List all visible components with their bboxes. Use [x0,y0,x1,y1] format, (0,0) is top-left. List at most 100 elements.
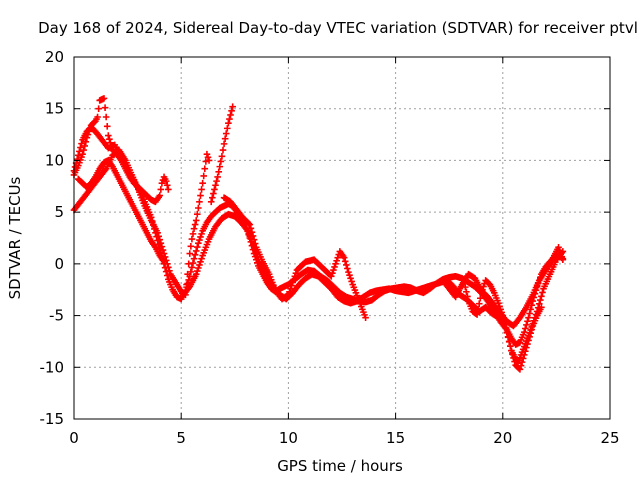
data-point [522,325,529,332]
data-point [208,194,216,201]
data-point [528,326,536,333]
data-point [474,305,482,313]
data-point [165,186,172,193]
data-point [499,312,507,319]
data-point [160,258,168,266]
data-point [538,303,545,311]
data-point [162,177,170,185]
data-point [348,278,355,285]
series-track-c [70,95,172,206]
data-point [162,268,170,275]
data-point [101,166,109,174]
data-point [287,285,294,292]
data-point [220,140,228,148]
series-track-b [70,146,567,367]
data-point [186,250,194,257]
data-point [215,168,223,176]
series-track-e [182,150,213,299]
data-point [196,236,203,244]
data-point [292,269,300,277]
data-point [503,328,511,336]
data-point [157,186,165,193]
data-point [526,310,533,317]
data-point [539,289,546,296]
data-point [516,366,524,373]
data-point [200,172,208,180]
data-point [222,130,230,137]
data-point [207,198,215,206]
data-point [193,243,201,251]
data-point [106,135,113,143]
data-point [101,104,109,111]
data-point [155,232,162,240]
data-point [221,135,229,143]
data-point [102,113,110,121]
data-point [464,293,471,300]
grid [74,57,610,419]
data-point [190,255,198,262]
data-point [227,111,234,119]
data-point [522,347,529,355]
data-point [94,113,101,121]
data-point [197,258,204,266]
data-point [214,173,221,181]
data-point [507,342,514,350]
data-point [346,271,353,279]
data-point [473,311,481,318]
data-point [198,255,205,262]
x-axis-title: GPS time / hours [277,457,403,475]
data-point [196,261,203,269]
data-point [189,230,197,238]
data-point [229,103,236,110]
data-point [327,272,335,280]
series-track-f [207,103,236,206]
data-point [501,320,509,328]
x-tick-label: 0 [69,429,79,447]
data-point [205,157,213,164]
data-point [219,146,227,154]
data-point [538,292,545,300]
y-tick-label: -10 [40,358,65,376]
y-axis-title: SDTVAR / TECUs [6,176,24,299]
data-point [525,337,532,344]
x-tick-label: 10 [279,429,298,447]
data-point [85,128,93,135]
data-point [228,107,235,115]
data-point [245,220,253,227]
data-point [556,247,563,254]
data-point [225,119,232,127]
data-point [192,270,200,278]
y-tick-label: 15 [45,100,64,118]
data-point [347,275,354,282]
data-point [332,260,339,268]
data-point [558,253,566,260]
data-point [223,125,231,132]
data-point [333,257,340,265]
series-track-d [74,157,168,266]
data-point [247,225,255,232]
data-point [218,152,226,160]
data-point [341,257,349,265]
data-point [500,316,508,324]
data-point [198,186,205,193]
data-point [246,221,254,228]
data-point [251,240,259,247]
data-point [166,267,173,275]
data-point [188,264,196,271]
data-point [204,154,212,161]
data-point [342,261,350,269]
data-point [211,186,218,193]
data-point [108,143,115,150]
data-point [159,246,167,254]
data-point [285,291,292,299]
data-point [107,139,114,147]
data-point [82,138,90,146]
data-point [86,125,94,132]
data-point [103,122,111,130]
y-tick-label: 5 [54,203,64,221]
y-tick-label: -15 [40,410,65,428]
data-point [524,340,531,348]
x-tick-label: 5 [176,429,186,447]
data-point [329,269,336,277]
